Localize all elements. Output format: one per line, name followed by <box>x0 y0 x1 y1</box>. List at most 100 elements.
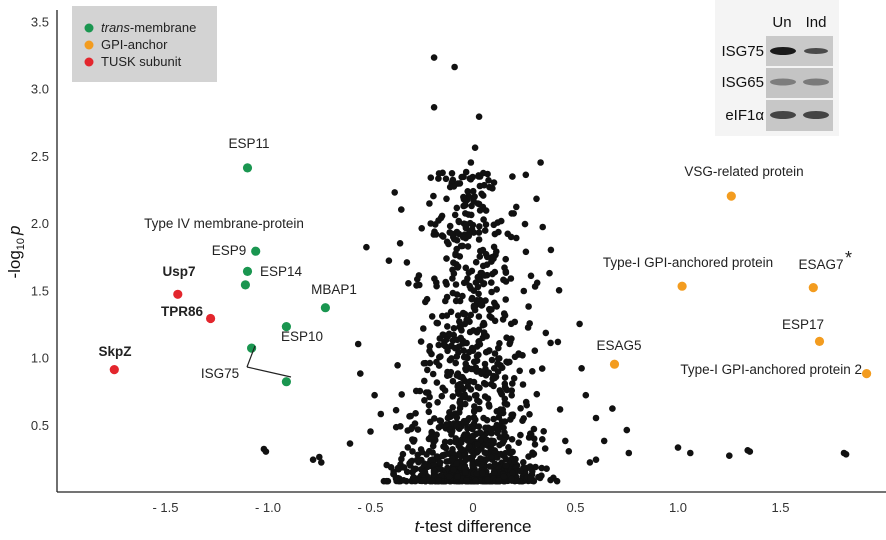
legend-marker-gpi-anchor <box>84 40 94 50</box>
data-point <box>500 276 507 284</box>
data-point <box>529 368 536 375</box>
highlighted-points <box>109 163 872 387</box>
data-point <box>476 207 484 214</box>
data-point <box>448 429 456 436</box>
data-point <box>468 365 475 373</box>
data-point <box>470 452 477 459</box>
data-point <box>497 389 505 397</box>
data-point <box>450 466 457 474</box>
data-point <box>513 203 520 211</box>
data-point <box>421 397 428 404</box>
data-point <box>555 287 563 294</box>
data-point <box>540 428 547 435</box>
data-point <box>467 159 475 166</box>
data-point <box>501 400 509 407</box>
label-esp11: ESP11 <box>228 136 269 151</box>
data-point <box>556 406 564 413</box>
data-point <box>446 222 454 230</box>
label-mbap1: MBAP1 <box>311 282 357 297</box>
point-esp9 <box>242 266 253 276</box>
data-point <box>489 270 496 278</box>
data-point <box>459 446 466 454</box>
data-point <box>428 313 436 320</box>
data-point <box>473 352 481 360</box>
data-point <box>490 365 498 372</box>
point-isg75 <box>281 377 291 387</box>
label-isg75: ISG75 <box>201 366 239 381</box>
data-point <box>465 415 473 422</box>
data-point <box>496 340 503 347</box>
data-point <box>508 475 515 483</box>
point-tpr86 <box>206 313 216 324</box>
data-point <box>433 431 440 439</box>
legend-marker-tusk-subunit <box>84 57 94 67</box>
data-point <box>525 303 532 310</box>
data-point <box>443 281 450 288</box>
data-point <box>511 458 518 465</box>
data-point <box>502 255 510 263</box>
data-point <box>464 383 472 390</box>
data-point <box>398 391 406 398</box>
data-point <box>482 381 490 388</box>
data-point <box>461 320 469 328</box>
legend-item-trans-membrane: trans-membrane <box>84 20 196 35</box>
data-point <box>430 467 438 475</box>
data-point <box>466 175 474 182</box>
data-point <box>403 259 411 266</box>
data-point <box>430 104 438 111</box>
data-point <box>505 444 512 451</box>
y-tick-label: 0.5 <box>31 418 49 433</box>
legend-marker-trans-membrane <box>84 23 94 33</box>
data-point <box>509 469 516 477</box>
data-point <box>439 331 447 339</box>
data-point <box>501 418 509 425</box>
data-point <box>465 348 473 356</box>
data-point <box>526 320 533 327</box>
data-point <box>452 438 459 446</box>
label-esag7: ESAG7 <box>798 257 843 272</box>
data-point <box>465 232 473 240</box>
blot-band-isg75-ind <box>804 48 828 54</box>
data-point <box>447 368 455 376</box>
data-point <box>447 308 455 316</box>
data-point <box>547 339 554 347</box>
point-vsg-related-protein <box>726 191 736 201</box>
data-point <box>491 460 499 468</box>
data-point <box>440 341 447 349</box>
data-point <box>488 306 495 313</box>
blot-band-eif1a-ind <box>803 111 829 119</box>
data-point <box>443 195 450 203</box>
blot-col-ind: Ind <box>806 14 827 31</box>
data-point <box>471 144 479 151</box>
data-point <box>400 477 408 484</box>
data-point <box>414 426 422 433</box>
data-point <box>481 272 489 279</box>
data-point <box>625 449 633 457</box>
isg75-leader-lines <box>246 345 292 378</box>
data-point <box>484 476 491 484</box>
data-point <box>443 421 450 428</box>
data-point <box>547 476 554 484</box>
y-tick-label: 3.0 <box>31 82 49 97</box>
data-point <box>424 366 431 374</box>
point-skpz <box>109 365 119 375</box>
data-point <box>435 424 443 431</box>
data-point <box>453 204 461 212</box>
data-point <box>470 408 478 415</box>
data-point <box>462 278 470 286</box>
data-point <box>436 459 444 466</box>
data-point <box>547 246 555 254</box>
data-point <box>543 465 550 473</box>
data-point <box>490 255 497 262</box>
data-point <box>476 405 483 413</box>
data-point <box>501 374 509 381</box>
data-point <box>398 455 405 463</box>
data-point <box>515 439 522 447</box>
data-point <box>508 392 515 399</box>
point-type-i-gpi-anchored-protein <box>677 281 687 291</box>
data-point <box>444 414 452 422</box>
data-point <box>576 320 583 328</box>
data-point <box>500 473 508 480</box>
data-point <box>497 406 504 413</box>
data-point <box>491 317 499 325</box>
